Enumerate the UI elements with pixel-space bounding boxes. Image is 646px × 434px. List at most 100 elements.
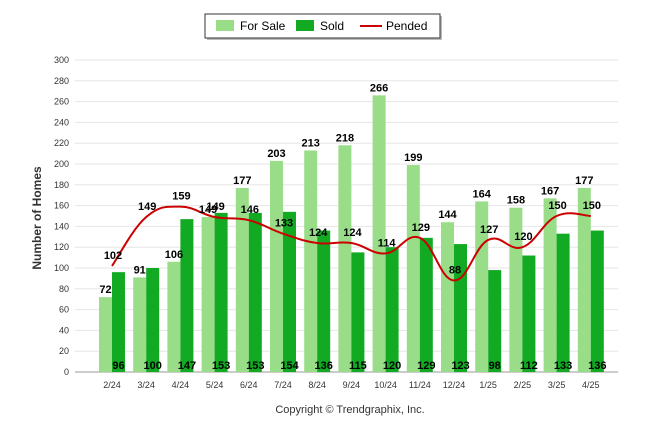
pended-data-label: 149: [138, 201, 156, 213]
for-sale-data-label: 106: [165, 249, 183, 261]
sold-bar: [248, 212, 262, 372]
for-sale-bar: [270, 160, 283, 372]
y-tick-label: 240: [54, 117, 69, 127]
pended-data-label: 124: [343, 227, 362, 239]
for-sale-bar: [441, 222, 454, 372]
line-layer: [111, 205, 591, 282]
y-tick-label: 160: [54, 201, 69, 211]
pended-data-label: 133: [275, 218, 293, 230]
sold-data-label: 112: [520, 360, 538, 372]
sold-bar: [488, 270, 502, 372]
for-sale-bar: [372, 95, 386, 373]
y-axis-title: Number of Homes: [30, 166, 44, 270]
legend-label: For Sale: [240, 19, 286, 33]
x-tick-label: 2/25: [514, 380, 532, 390]
pended-data-label: 146: [241, 204, 259, 216]
x-tick-labels: 2/24 3/24 4/24 5/24 6/24 7/24 8/24 9/24 10/24 11/…: [103, 380, 599, 390]
legend[interactable]: For Sale Sold Pended: [204, 13, 442, 40]
for-sale-bar: [304, 150, 318, 372]
for-sale-data-label: 144: [438, 209, 457, 221]
for-sale-data-label: 213: [302, 137, 320, 149]
y-tick-label: 220: [54, 138, 69, 148]
sold-bar: [180, 219, 194, 372]
for-sale-bar: [99, 297, 112, 372]
y-tick-label: 260: [54, 97, 69, 107]
pended-data-label: 129: [412, 222, 430, 234]
sold-data-label: 123: [451, 360, 469, 372]
x-tick-label: 12/24: [443, 380, 466, 390]
pended-data-label: 114: [378, 237, 397, 249]
for-sale-data-label: 167: [541, 185, 559, 197]
sold-data-label: 133: [554, 360, 572, 372]
x-tick-label: 2/24: [103, 380, 121, 390]
sold-bar: [214, 212, 228, 372]
for-sale-data-label: 149: [199, 204, 217, 216]
for-sale-bar: [406, 165, 420, 372]
pended-data-label: 159: [172, 191, 190, 203]
y-tick-labels: 0 20 40 60 80 100 120 140 160 180 200 220 240 260 280 3…: [54, 55, 69, 377]
for-sale-bar: [338, 145, 352, 372]
sold-bar: [522, 255, 536, 372]
legend-items: For Sale Sold Pended: [216, 19, 427, 33]
x-tick-label: 11/24: [409, 380, 431, 390]
sold-data-label: 100: [144, 360, 162, 372]
for-sale-bar: [577, 187, 591, 372]
sold-data-label: 154: [280, 360, 299, 372]
x-tick-label: 8/24: [308, 380, 326, 390]
copyright-credit: Copyright © Trendgraphix, Inc.: [275, 404, 424, 416]
y-tick-label: 20: [59, 346, 69, 356]
for-sale-data-label: 199: [404, 152, 422, 164]
sold-bar: [590, 230, 604, 372]
y-tick-label: 140: [54, 221, 69, 231]
for-sale-bar: [235, 187, 249, 372]
y-tick-label: 180: [54, 180, 69, 190]
pended-data-label: 127: [480, 224, 498, 236]
sold-data-label: 136: [315, 360, 333, 372]
data-label-layer: 72 96 102 91 100 149 106 147 159 149 153 149 177 153 1…: [99, 82, 606, 372]
legend-swatch-sold: [296, 20, 314, 31]
y-tick-label: 80: [59, 284, 69, 294]
for-sale-data-label: 177: [233, 175, 251, 187]
pended-data-label: 102: [104, 250, 122, 262]
sold-data-label: 96: [112, 360, 124, 372]
sold-bar: [419, 237, 433, 372]
sold-bar: [454, 244, 467, 372]
x-tick-label: 4/24: [172, 380, 190, 390]
for-sale-bar: [543, 198, 557, 372]
sold-bar: [317, 230, 331, 372]
for-sale-data-label: 158: [507, 195, 525, 207]
legend-box: [204, 13, 441, 39]
for-sale-bar: [475, 201, 489, 372]
for-sale-data-label: 72: [99, 284, 111, 296]
y-tick-label: 120: [54, 242, 69, 252]
y-tick-label: 300: [54, 55, 69, 65]
pended-data-label: 124: [309, 227, 328, 239]
pended-data-label: 149: [206, 201, 224, 213]
sold-data-label: 153: [212, 360, 230, 372]
x-tick-label: 9/24: [343, 380, 361, 390]
sold-data-label: 120: [383, 360, 401, 372]
y-tick-label: 40: [59, 325, 69, 335]
sold-data-label: 136: [588, 360, 606, 372]
for-sale-data-label: 203: [267, 148, 285, 160]
pended-line: [111, 205, 591, 282]
sold-bar: [112, 272, 125, 372]
x-tick-label: 3/25: [548, 380, 566, 390]
sold-data-label: 153: [246, 360, 264, 372]
for-sale-data-label: 91: [134, 264, 146, 276]
y-tick-label: 100: [54, 263, 69, 273]
x-tick-label: 7/24: [274, 380, 292, 390]
pended-data-label: 150: [583, 200, 601, 212]
for-sale-bar: [201, 217, 215, 372]
legend-label: Sold: [320, 19, 344, 33]
sold-bar: [556, 233, 570, 372]
for-sale-data-label: 164: [473, 188, 492, 200]
legend-swatch-for-sale: [216, 20, 234, 31]
sold-data-label: 115: [349, 360, 367, 372]
x-tick-label: 6/24: [240, 380, 258, 390]
sold-data-label: 129: [417, 360, 435, 372]
sold-bar: [351, 252, 365, 372]
legend-label: Pended: [386, 19, 427, 33]
